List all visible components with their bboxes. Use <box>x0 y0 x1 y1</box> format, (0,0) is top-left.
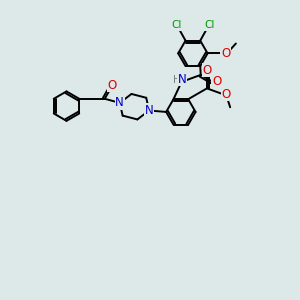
Text: N: N <box>145 104 154 117</box>
Text: H: H <box>173 75 180 85</box>
Text: O: O <box>212 75 221 88</box>
Text: O: O <box>108 79 117 92</box>
Text: O: O <box>202 64 212 77</box>
Text: Cl: Cl <box>171 20 182 30</box>
Text: Cl: Cl <box>204 20 214 30</box>
Text: N: N <box>178 73 187 85</box>
Text: N: N <box>115 96 124 110</box>
Text: O: O <box>222 88 231 100</box>
Text: O: O <box>221 47 230 60</box>
